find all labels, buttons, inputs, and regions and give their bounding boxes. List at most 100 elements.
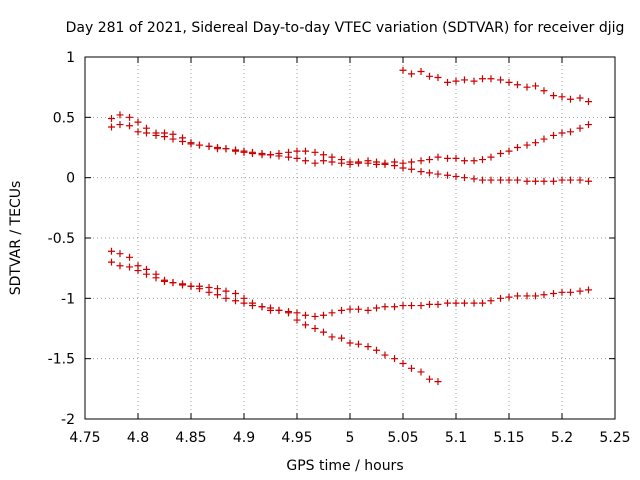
- data-point: [364, 343, 372, 351]
- data-point: [523, 83, 531, 91]
- data-point: [364, 306, 372, 314]
- data-point: [566, 176, 574, 184]
- data-point: [134, 118, 142, 126]
- data-point: [311, 312, 319, 320]
- data-point: [108, 123, 115, 131]
- data-point: [434, 378, 442, 386]
- data-point: [293, 147, 301, 155]
- data-point: [205, 142, 213, 150]
- data-point: [134, 267, 142, 275]
- data-point: [354, 340, 362, 348]
- data-point: [497, 76, 505, 84]
- grid: [85, 57, 615, 419]
- data-point: [275, 306, 283, 314]
- data-point: [134, 128, 142, 136]
- data-point: [214, 291, 221, 299]
- data-point: [311, 159, 319, 167]
- data-point: [426, 375, 433, 383]
- x-tick-label: 5: [346, 430, 355, 446]
- data-point: [126, 122, 134, 130]
- data-point: [232, 297, 240, 305]
- data-point: [566, 128, 574, 136]
- data-point: [417, 302, 425, 310]
- data-point: [338, 156, 346, 164]
- data-point: [523, 177, 531, 185]
- data-point: [566, 288, 574, 296]
- data-point: [214, 285, 221, 293]
- data-point: [187, 282, 195, 290]
- data-point: [293, 154, 301, 162]
- series-satellite-c: [108, 121, 592, 167]
- data-point: [513, 81, 521, 89]
- data-point: [320, 311, 327, 319]
- data-point: [434, 153, 442, 161]
- data-point: [232, 147, 240, 155]
- data-point: [301, 321, 309, 329]
- data-point: [407, 165, 415, 173]
- data-point: [195, 282, 203, 290]
- x-tick-label: 4.95: [281, 430, 312, 446]
- data-point: [354, 305, 362, 313]
- data-point: [407, 158, 415, 166]
- data-point: [179, 281, 187, 289]
- data-point: [532, 82, 539, 90]
- data-point: [320, 151, 327, 159]
- data-point: [179, 137, 187, 145]
- data-point: [540, 177, 548, 185]
- data-point: [417, 67, 425, 75]
- data-point: [479, 299, 486, 307]
- data-point: [240, 294, 248, 302]
- data-point: [373, 346, 380, 354]
- data-point: [232, 290, 240, 298]
- data-point: [452, 299, 460, 307]
- y-tick-label: -0.5: [48, 231, 75, 247]
- data-point: [479, 75, 486, 83]
- data-point: [328, 153, 336, 161]
- data-point: [487, 297, 495, 305]
- data-point: [275, 150, 283, 158]
- data-point: [161, 133, 168, 141]
- data-point: [417, 168, 425, 176]
- data-point: [550, 177, 558, 185]
- y-tick-label: 0.5: [53, 110, 75, 126]
- x-tick-label: 5.1: [445, 430, 467, 446]
- data-point: [285, 148, 293, 156]
- data-point: [142, 270, 150, 278]
- data-point: [258, 303, 266, 311]
- data-point: [293, 316, 301, 324]
- x-tick-label: 5.15: [493, 430, 524, 446]
- data-point: [381, 303, 389, 311]
- data-point: [452, 77, 460, 85]
- data-point: [320, 157, 327, 165]
- data-point: [373, 304, 380, 312]
- data-point: [152, 131, 160, 139]
- data-point: [346, 339, 354, 347]
- series-satellite-a: [399, 66, 592, 106]
- data-point: [444, 78, 452, 86]
- data-point: [470, 77, 478, 85]
- data-point: [585, 177, 592, 185]
- data-point: [434, 74, 442, 82]
- data-point: [381, 159, 389, 167]
- data-point: [513, 176, 521, 184]
- data-point: [532, 139, 539, 147]
- data-point: [222, 294, 230, 302]
- data-point: [267, 151, 274, 159]
- y-tick-label: -1: [61, 291, 75, 307]
- data-point: [505, 78, 513, 86]
- data-point: [373, 158, 380, 166]
- data-point: [407, 70, 415, 78]
- data-point: [540, 135, 548, 143]
- data-point: [576, 94, 584, 102]
- data-point: [346, 305, 354, 313]
- data-point: [497, 176, 505, 184]
- data-point: [532, 292, 539, 300]
- data-point: [523, 141, 531, 149]
- data-point: [452, 154, 460, 162]
- data-point: [354, 158, 362, 166]
- data-point: [108, 115, 115, 123]
- data-point: [444, 299, 452, 307]
- data-point: [505, 176, 513, 184]
- data-point: [267, 306, 274, 314]
